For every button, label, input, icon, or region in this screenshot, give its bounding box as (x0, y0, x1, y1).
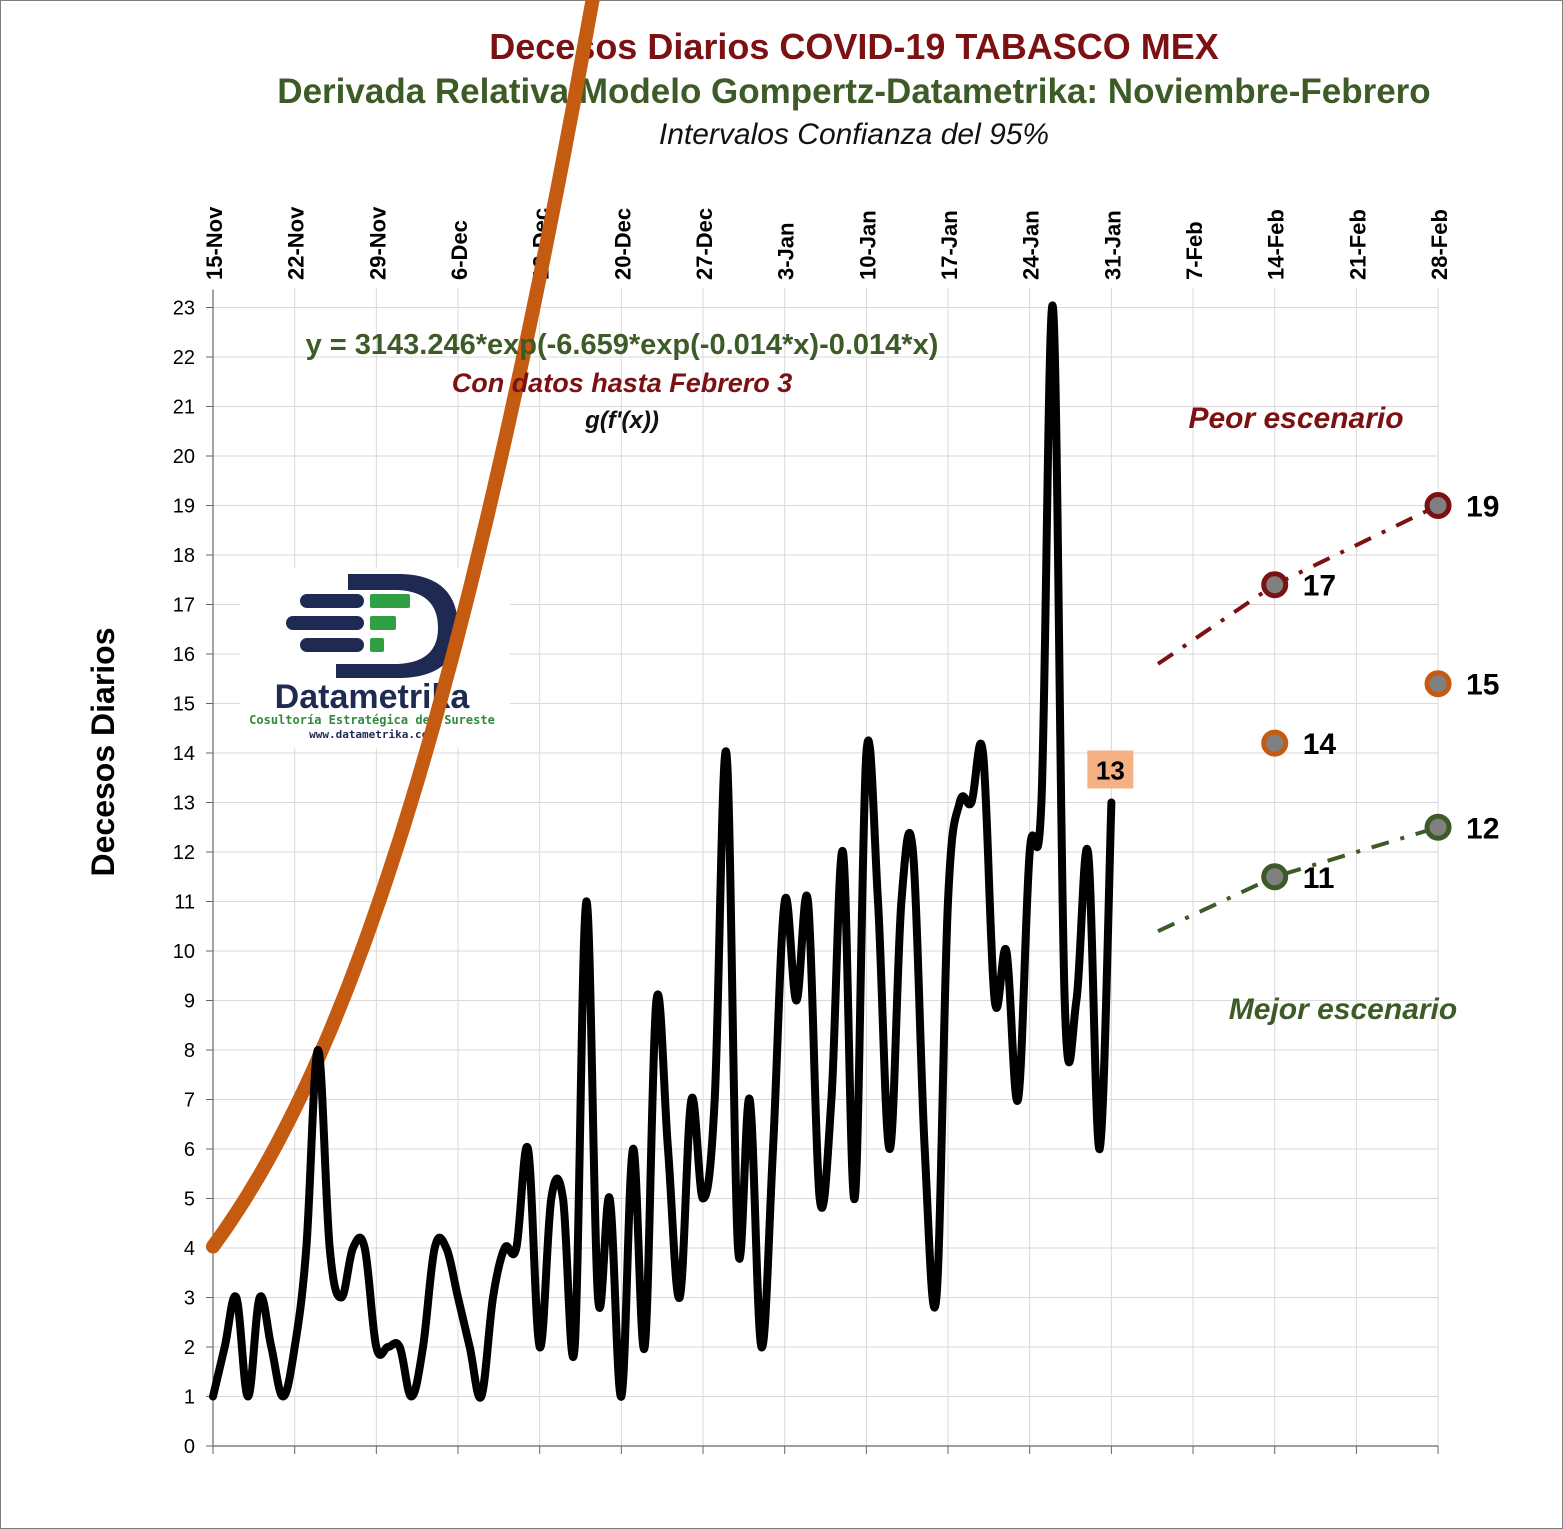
equation-annotation: y = 3143.246*exp(-6.659*exp(-0.014*x)-0.… (306, 329, 939, 361)
y-tick-label: 20 (173, 446, 195, 468)
x-tick-label: 24-Jan (1019, 210, 1044, 280)
y-tick-label: 8 (184, 1040, 195, 1062)
y-tick-label: 19 (173, 496, 195, 518)
y-tick-label: 4 (184, 1238, 195, 1260)
y-tick-label: 2 (184, 1337, 195, 1359)
y-tick-label: 21 (173, 397, 195, 419)
x-tick-label: 28-Feb (1427, 209, 1452, 280)
y-tick-label: 18 (173, 545, 195, 567)
model-marker (1424, 670, 1452, 698)
best-scenario-label: Mejor escenario (1229, 993, 1457, 1026)
axes: 0123456789101112131415161718192021222315… (173, 206, 1452, 1458)
best-scenario-value-label: 11 (1303, 862, 1335, 895)
model-value-label: 14 (1303, 728, 1337, 761)
y-tick-label: 11 (174, 892, 195, 914)
x-tick-label: 20-Dec (610, 208, 635, 280)
x-tick-label: 21-Feb (1345, 209, 1370, 280)
x-tick-label: 15-Nov (202, 206, 227, 280)
y-tick-label: 22 (173, 347, 195, 369)
chart-title: Decesos Diarios COVID-19 TABASCO MEX (489, 26, 1219, 67)
logo-bar-3 (300, 638, 364, 652)
last-value-label: 13 (1096, 756, 1125, 786)
x-tick-label: 10-Jan (855, 210, 880, 280)
x-tick-label: 29-Nov (365, 206, 390, 280)
logo-bar-1 (300, 594, 364, 608)
model-marker (1261, 729, 1289, 757)
y-tick-label: 13 (173, 793, 195, 815)
function-annotation: g(f'(x)) (584, 407, 659, 434)
logo-green-bar-1 (370, 594, 410, 608)
markers: 13 14 15 17 19 11 12 (1087, 491, 1499, 895)
y-tick-label: 0 (184, 1436, 195, 1458)
best-scenario-marker (1424, 813, 1452, 841)
worst-scenario-label: Peor escenario (1188, 402, 1403, 435)
y-axis-label: Decesos Diarios (85, 627, 121, 876)
data-note-annotation: Con datos hasta Febrero 3 (452, 368, 793, 398)
x-tick-label: 7-Feb (1182, 221, 1207, 280)
best-scenario-line (1157, 825, 1439, 934)
chart-subtitle-confidence: Intervalos Confianza del 95% (658, 118, 1050, 151)
y-tick-label: 6 (184, 1139, 195, 1161)
worst-scenario-marker (1261, 571, 1289, 599)
x-tick-label: 3-Jan (774, 223, 799, 280)
logo-tagline: Cosultoría Estratégica del Sureste (249, 713, 495, 727)
worst-scenario-value-label: 19 (1466, 491, 1499, 524)
observed-deaths-line (209, 301, 1116, 1402)
worst-scenario-marker (1424, 492, 1452, 519)
best-scenario-marker (1261, 863, 1289, 891)
model-curve (206, 0, 600, 1254)
logo-url: www.datametrika.com (309, 728, 435, 741)
logo-bar-2 (286, 616, 364, 630)
y-tick-label: 10 (173, 941, 195, 963)
y-tick-label: 9 (184, 991, 195, 1013)
chart-subtitle: Derivada Relativa Modelo Gompertz-Datame… (277, 72, 1431, 111)
logo-green-bar-2 (370, 616, 396, 630)
x-tick-label: 31-Jan (1100, 210, 1125, 280)
logo-green-bar-3 (370, 638, 384, 652)
y-tick-label: 12 (173, 842, 195, 864)
y-tick-label: 23 (173, 298, 195, 320)
y-tick-label: 17 (173, 595, 195, 617)
y-tick-label: 7 (184, 1090, 195, 1112)
x-tick-label: 6-Dec (447, 220, 472, 280)
y-tick-label: 14 (173, 743, 195, 765)
x-tick-label: 17-Jan (937, 210, 962, 280)
x-tick-label: 14-Feb (1264, 209, 1289, 280)
y-tick-label: 3 (184, 1288, 195, 1310)
y-tick-label: 16 (173, 644, 195, 666)
best-scenario-value-label: 12 (1466, 812, 1499, 845)
worst-scenario-value-label: 17 (1303, 570, 1336, 603)
y-tick-label: 1 (184, 1387, 195, 1409)
logo-d-shape (336, 574, 458, 678)
worst-scenario-line (1156, 503, 1439, 666)
model-value-label: 15 (1466, 669, 1499, 702)
x-tick-label: 22-Nov (284, 206, 309, 280)
last-value-box (1087, 750, 1134, 789)
x-tick-label: 27-Dec (692, 208, 717, 280)
y-tick-label: 5 (184, 1189, 195, 1211)
y-tick-label: 15 (173, 694, 195, 716)
